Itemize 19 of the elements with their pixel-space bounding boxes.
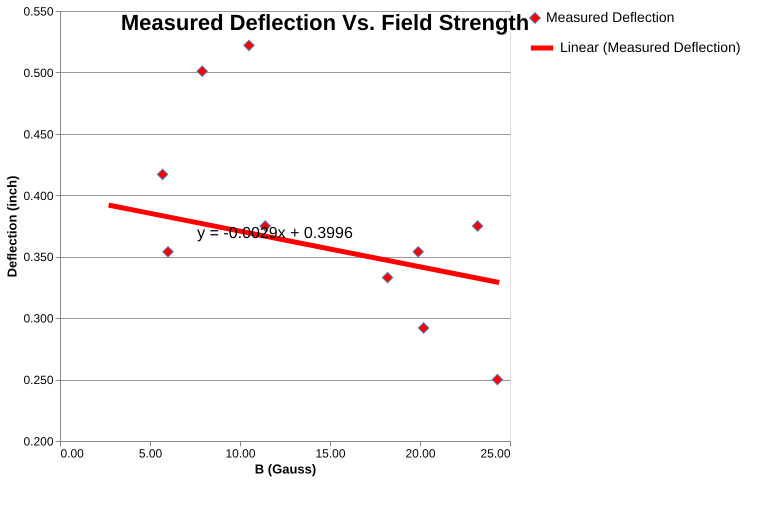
x-tick-label: 10.00	[225, 446, 256, 460]
x-tick-label: 0.00	[60, 446, 84, 460]
x-tick-label: 5.00	[138, 446, 162, 460]
y-tick-label: 0.350	[23, 250, 54, 264]
y-tick-label: 0.250	[23, 373, 54, 388]
legend-label: Linear (Measured Deflection)	[560, 39, 741, 55]
x-axis-title: B (Gauss)	[254, 462, 316, 476]
y-tick-label: 0.500	[23, 66, 54, 80]
x-tick-label: 25.00	[480, 446, 511, 460]
x-tick-label: 20.00	[405, 446, 436, 460]
legend-label: Measured Deflection	[546, 9, 674, 25]
y-axis-title: Deflection (inch)	[4, 176, 20, 278]
y-tick-label: 0.400	[23, 188, 54, 203]
y-tick-label: 0.200	[23, 434, 54, 448]
x-tick-label: 15.00	[315, 446, 346, 460]
chart-title: Measured Deflection Vs. Field Strength	[120, 10, 530, 35]
y-tick-label: 0.450	[23, 127, 54, 142]
y-tick-label: 0.300	[23, 312, 54, 326]
y-tick-label: 0.550	[23, 4, 54, 18]
